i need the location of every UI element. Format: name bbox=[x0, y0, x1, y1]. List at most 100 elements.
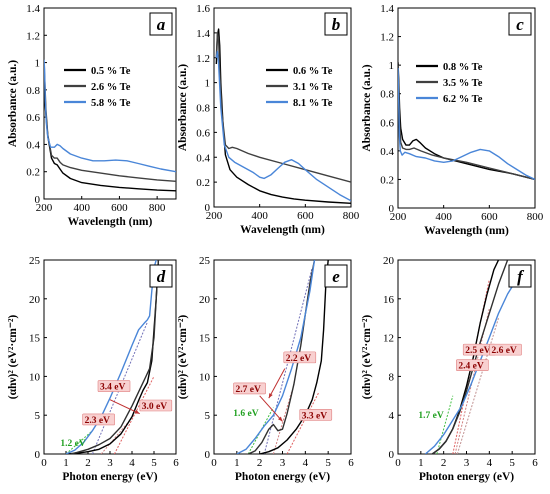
series-line bbox=[398, 67, 535, 181]
legend-entry: 3.5 % Te bbox=[443, 78, 483, 89]
panel-c: 200 400 600 800 0 0.2 0.4 0.6 0.8 1 1.2 1.4 Waveleng… bbox=[361, 3, 544, 237]
y-tick-label: 0.2 bbox=[196, 177, 210, 189]
annotation-box bbox=[299, 409, 333, 421]
fit-line bbox=[436, 395, 454, 454]
series-line bbox=[424, 279, 518, 454]
annotation-label: 2.3 eV bbox=[85, 416, 110, 426]
y-tick-label: 20 bbox=[199, 294, 211, 306]
plot-frame bbox=[397, 7, 536, 209]
y-tick-label: 5 bbox=[205, 410, 211, 422]
plot-data bbox=[398, 62, 535, 181]
series-line bbox=[215, 28, 351, 204]
arrow-head bbox=[268, 393, 273, 399]
y-tick-label: 0 bbox=[205, 449, 211, 461]
panel-label-box bbox=[149, 264, 173, 288]
series-line bbox=[259, 260, 329, 454]
legend-entry: 0.5 % Te bbox=[91, 66, 131, 77]
plot-data bbox=[44, 59, 176, 192]
y-tick-label: 0.8 bbox=[380, 89, 394, 101]
y-axis-label: (αhν)² (eV²·cm⁻²) bbox=[7, 315, 19, 400]
fit-line bbox=[65, 430, 93, 454]
x-tick-label: 0 bbox=[395, 457, 401, 469]
panel-label-box bbox=[324, 12, 348, 36]
annotation-box bbox=[82, 413, 115, 426]
panel-label-box bbox=[324, 264, 348, 288]
y-axis-label: Absorbance (a.u.) bbox=[361, 64, 373, 151]
y-tick-label: 1 bbox=[389, 60, 395, 72]
x-tick-label: 4 bbox=[129, 457, 135, 469]
y-tick-label: 0.2 bbox=[26, 167, 40, 179]
y-tick-label: 20 bbox=[383, 255, 395, 267]
panel-label: e bbox=[332, 267, 340, 286]
x-tick-label: 1 bbox=[63, 457, 69, 469]
y-tick-label: 0.6 bbox=[380, 117, 394, 129]
x-tick-label: 4 bbox=[303, 457, 309, 469]
x-tick-label: 200 bbox=[36, 202, 53, 214]
x-axis-label: Photon energy (eV) bbox=[419, 471, 514, 483]
legend-entry: 6.2 % Te bbox=[443, 94, 483, 105]
plot-data bbox=[65, 260, 160, 454]
plot-frame bbox=[43, 7, 177, 200]
y-tick-label: 0.6 bbox=[26, 112, 40, 124]
y-tick-label: 0 bbox=[35, 194, 41, 206]
y-tick-label: 0.4 bbox=[26, 139, 40, 151]
x-tick-label: 0 bbox=[211, 457, 217, 469]
arrow-head bbox=[277, 416, 283, 422]
arrow-head bbox=[134, 409, 140, 414]
x-tick-label: 6 bbox=[348, 457, 354, 469]
series-line bbox=[215, 32, 351, 183]
y-tick-label: 0 bbox=[205, 202, 211, 214]
x-tick-label: 200 bbox=[390, 211, 407, 223]
y-tick-label: 15 bbox=[199, 333, 211, 345]
panel-label: b bbox=[332, 15, 341, 34]
y-tick-label: 4 bbox=[389, 410, 395, 422]
y-tick-label: 12 bbox=[383, 333, 394, 345]
x-tick-label: 6 bbox=[532, 457, 538, 469]
y-tick-label: 0.4 bbox=[196, 152, 210, 164]
plot-data bbox=[424, 260, 518, 454]
series-line bbox=[215, 50, 351, 202]
y-tick-label: 0.8 bbox=[26, 85, 40, 97]
x-axis-label: Wavelength (nm) bbox=[68, 216, 153, 228]
x-tick-label: 400 bbox=[73, 202, 90, 214]
annotation-box bbox=[283, 351, 317, 364]
x-tick-label: 5 bbox=[509, 457, 515, 469]
panel-a: 200 400 600 800 0 0.2 0.4 0.6 0.8 1 1.2 1.4 Waveleng… bbox=[7, 3, 177, 228]
y-tick-label: 0.4 bbox=[380, 146, 394, 158]
fit-line bbox=[100, 422, 128, 454]
annotation-box bbox=[139, 399, 173, 412]
y-tick-label: 10 bbox=[199, 371, 211, 383]
y-tick-label: 0 bbox=[35, 449, 41, 461]
x-tick-label: 1 bbox=[418, 457, 424, 469]
x-tick-label: 400 bbox=[435, 211, 452, 223]
x-tick-label: 800 bbox=[527, 211, 544, 223]
y-tick-label: 0.6 bbox=[196, 127, 210, 139]
annotation-label: 2.6 eV bbox=[491, 346, 516, 356]
series-line bbox=[398, 62, 535, 181]
y-tick-label: 1.2 bbox=[26, 30, 40, 42]
fit-line bbox=[113, 376, 155, 454]
y-axis-label: Absorbance (a.u.) bbox=[7, 60, 19, 147]
x-tick-label: 2 bbox=[257, 457, 263, 469]
y-tick-label: 0.8 bbox=[196, 103, 210, 115]
y-tick-label: 1.2 bbox=[196, 53, 210, 65]
x-tick-label: 3 bbox=[464, 457, 470, 469]
legend-entry: 5.8 % Te bbox=[91, 98, 131, 109]
x-tick-label: 5 bbox=[151, 457, 157, 469]
x-axis-label: Photon energy (eV) bbox=[62, 471, 157, 483]
annotation-label: 1.6 eV bbox=[233, 409, 258, 419]
y-tick-label: 1.4 bbox=[26, 3, 40, 15]
panel-b: 200 400 600 800 0 0.2 0.4 0.6 0.8 1 1.2 1.4 1.6 Wavel… bbox=[177, 3, 360, 236]
y-tick-label: 1 bbox=[205, 78, 211, 90]
x-tick-label: 2 bbox=[85, 457, 91, 469]
fit-line bbox=[456, 318, 499, 454]
series-line bbox=[65, 260, 160, 454]
x-tick-label: 600 bbox=[297, 210, 314, 222]
x-tick-label: 0 bbox=[41, 457, 47, 469]
y-tick-label: 1 bbox=[35, 58, 41, 70]
series-line bbox=[70, 260, 160, 454]
panel-e: 0 1 2 3 4 5 6 0 5 10 15 20 25 Photon energy (eV) (αhν)… bbox=[177, 255, 354, 483]
y-tick-label: 0.2 bbox=[380, 174, 394, 186]
x-tick-label: 800 bbox=[343, 210, 360, 222]
panel-label: c bbox=[516, 15, 524, 34]
